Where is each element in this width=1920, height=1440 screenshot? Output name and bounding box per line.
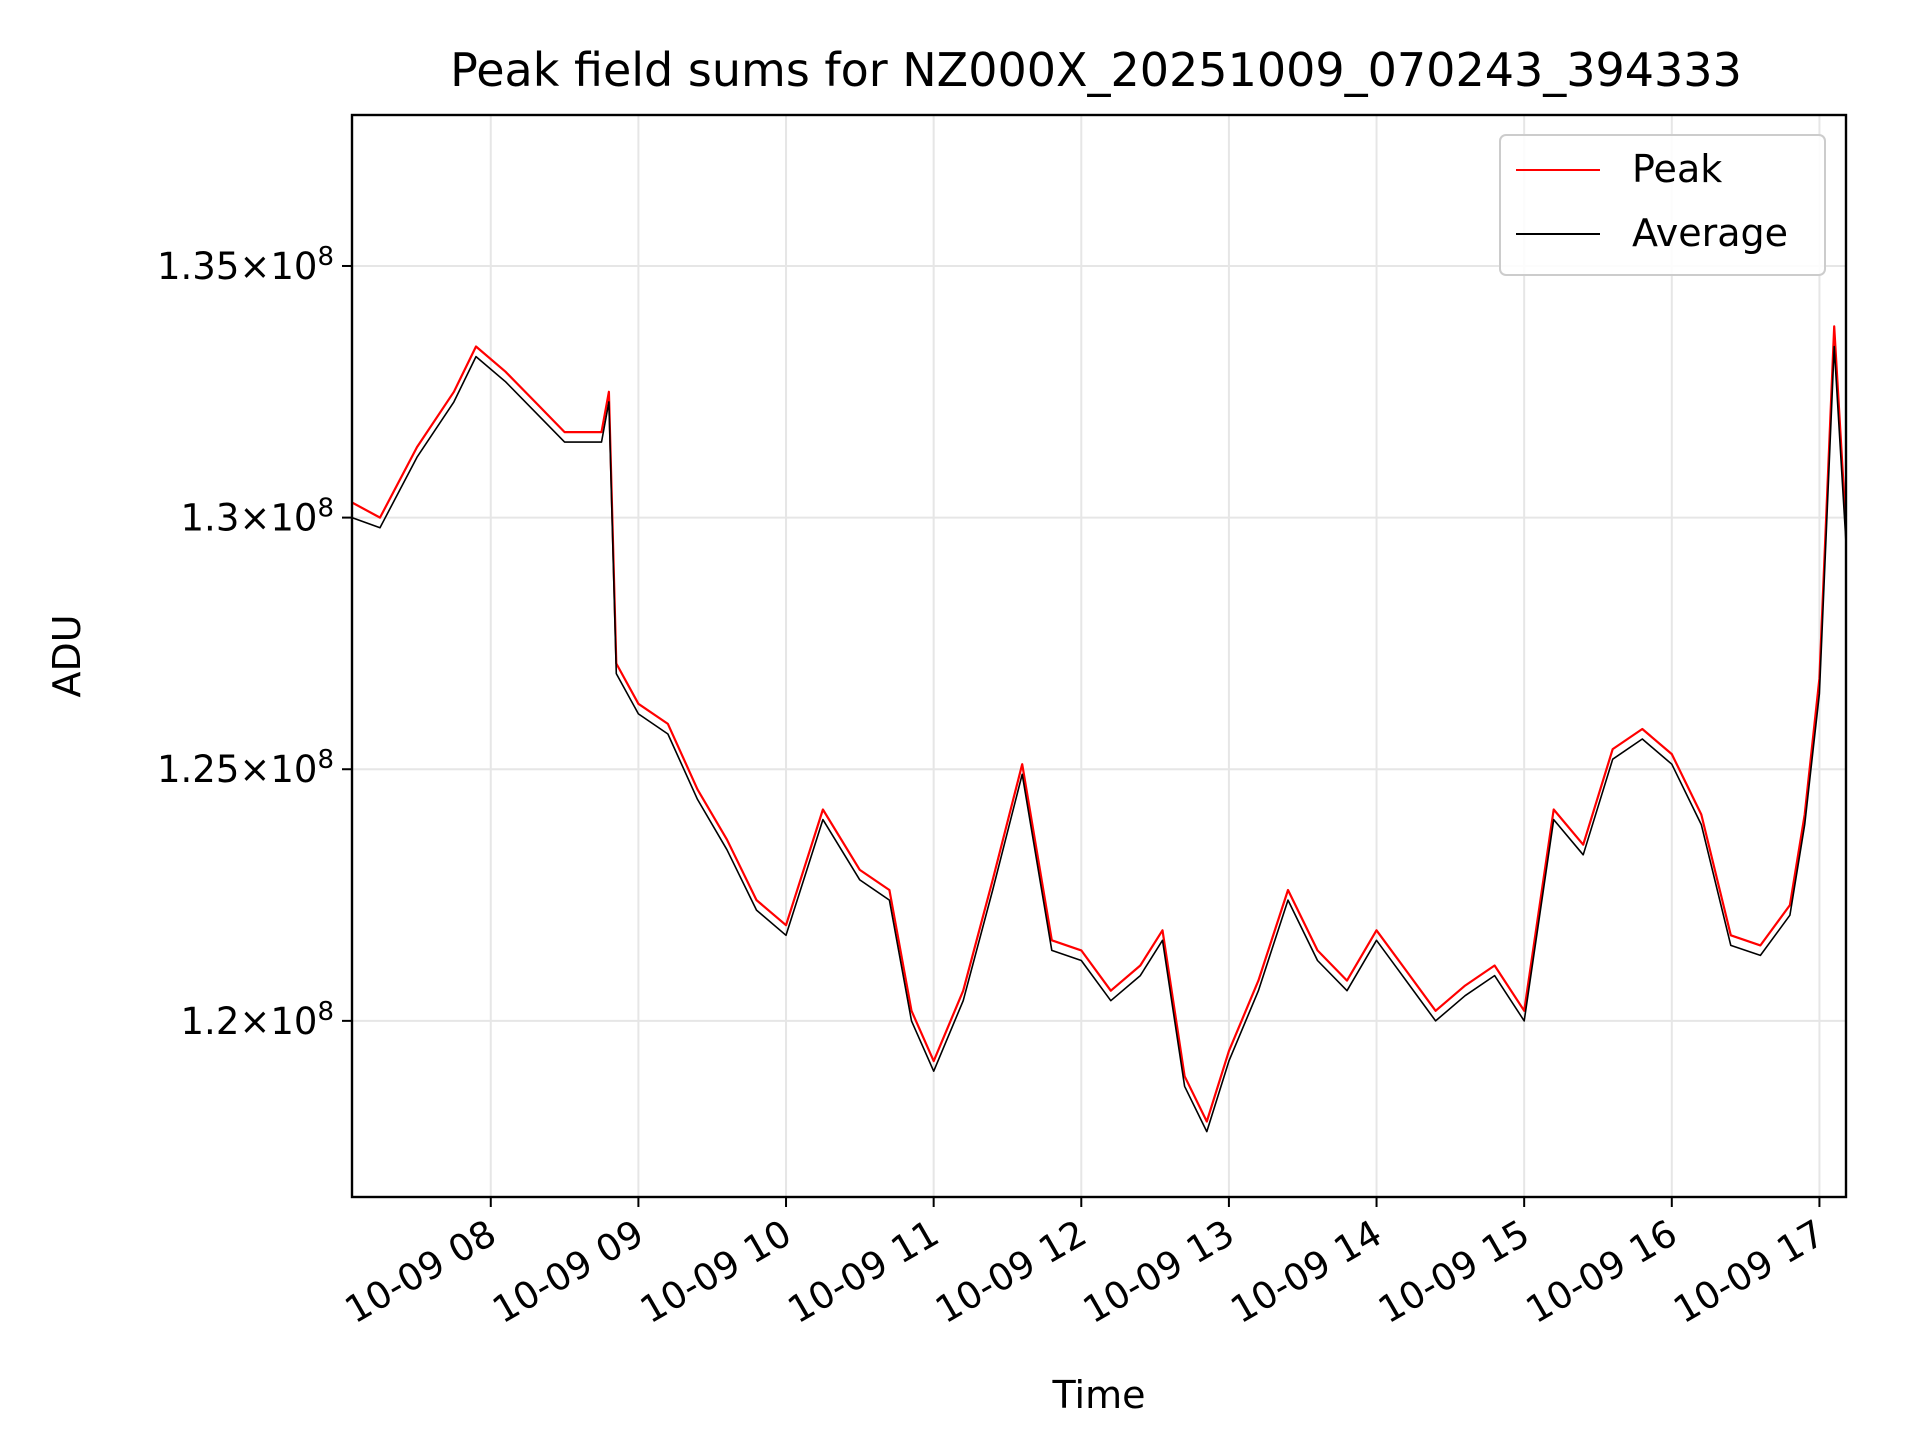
plot-frame xyxy=(350,113,1848,1199)
y-tick-label: 1.2×108 xyxy=(181,997,334,1043)
x-axis-label: Time xyxy=(1052,1373,1146,1417)
y-axis-label: ADU xyxy=(45,614,89,697)
legend: Peak Average xyxy=(1499,134,1826,276)
y-tick-label: 1.3×108 xyxy=(181,494,334,540)
y-tick-labels: 1.2×108 1.25×108 1.3×108 1.35×108 xyxy=(157,242,334,1043)
axis-ticks xyxy=(342,264,1821,1207)
legend-average-label: Average xyxy=(1632,211,1788,255)
y-tick-label: 1.35×108 xyxy=(157,242,334,288)
series-line-average xyxy=(352,345,1846,1133)
legend-peak-label: Peak xyxy=(1632,147,1722,191)
y-tick-label: 1.25×108 xyxy=(157,745,334,791)
series-layer xyxy=(352,325,1846,1133)
chart-title: Peak field sums for NZ000X_20251009_0702… xyxy=(450,43,1742,97)
